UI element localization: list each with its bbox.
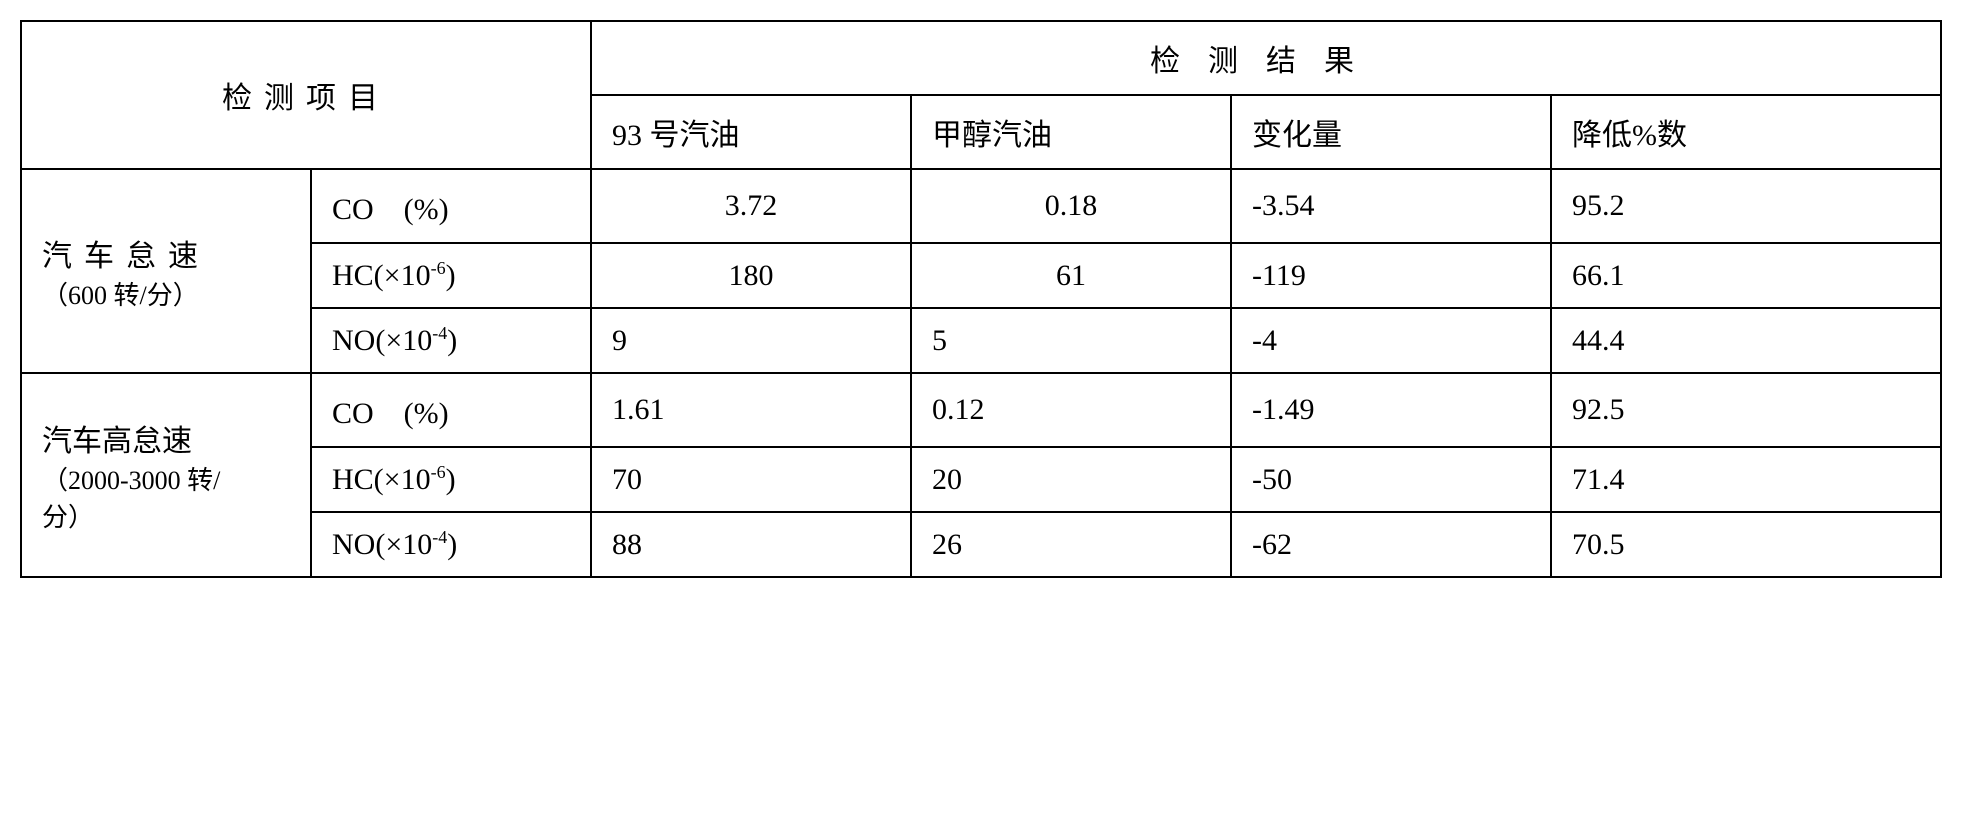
cell-value: 71.4 [1551, 447, 1941, 512]
condition-high-idle: 汽车高怠速 （2000-3000 转/ 分） [21, 373, 311, 577]
condition-high-idle-sub-b: 分） [42, 497, 290, 534]
metric-co: CO (%) [311, 373, 591, 447]
metric-no: NO(×10-4) [311, 512, 591, 577]
metric-co: CO (%) [311, 169, 591, 243]
cell-value: -3.54 [1231, 169, 1551, 243]
cell-value: 70 [591, 447, 911, 512]
cell-value: 9 [591, 308, 911, 373]
cell-value: -4 [1231, 308, 1551, 373]
condition-idle: 汽车怠速 （600 转/分） [21, 169, 311, 373]
cell-value: 44.4 [1551, 308, 1941, 373]
cell-value: -119 [1231, 243, 1551, 308]
header-test-results: 检测结果 [591, 21, 1941, 95]
col-change: 变化量 [1231, 95, 1551, 169]
cell-value: 0.12 [911, 373, 1231, 447]
cell-value: -1.49 [1231, 373, 1551, 447]
cell-value: -62 [1231, 512, 1551, 577]
cell-value: 180 [591, 243, 911, 308]
col-methanol-gasoline: 甲醇汽油 [911, 95, 1231, 169]
cell-value: 95.2 [1551, 169, 1941, 243]
cell-value: 26 [911, 512, 1231, 577]
table-row: 汽车怠速 （600 转/分） CO (%) 3.72 0.18 -3.54 95… [21, 169, 1941, 243]
cell-value: 5 [911, 308, 1231, 373]
cell-value: 3.72 [591, 169, 911, 243]
hc-prefix: HC(×10 [332, 463, 431, 496]
header-row-1: 检测项目 检测结果 [21, 21, 1941, 95]
col-reduce-percent: 降低%数 [1551, 95, 1941, 169]
condition-idle-main: 汽车怠速 [42, 231, 290, 275]
no-prefix: NO(×10 [332, 324, 432, 357]
cell-value: 66.1 [1551, 243, 1941, 308]
cell-value: 61 [911, 243, 1231, 308]
no-suffix: ) [447, 324, 457, 357]
no-exp: -4 [432, 527, 447, 547]
metric-hc: HC(×10-6) [311, 447, 591, 512]
cell-value: -50 [1231, 447, 1551, 512]
metric-hc: HC(×10-6) [311, 243, 591, 308]
condition-idle-sub: （600 转/分） [42, 275, 290, 312]
cell-value: 0.18 [911, 169, 1231, 243]
condition-high-idle-sub-a: （2000-3000 转/ [42, 460, 290, 497]
hc-exp: -6 [431, 258, 446, 278]
no-prefix: NO(×10 [332, 528, 432, 561]
metric-no: NO(×10-4) [311, 308, 591, 373]
cell-value: 92.5 [1551, 373, 1941, 447]
table-row: 汽车高怠速 （2000-3000 转/ 分） CO (%) 1.61 0.12 … [21, 373, 1941, 447]
hc-suffix: ) [446, 463, 456, 496]
col-93-gasoline: 93 号汽油 [591, 95, 911, 169]
emissions-table: 检测项目 检测结果 93 号汽油 甲醇汽油 变化量 降低%数 汽车怠速 （600… [20, 20, 1942, 578]
cell-value: 88 [591, 512, 911, 577]
condition-high-idle-main: 汽车高怠速 [42, 416, 290, 460]
header-test-item: 检测项目 [21, 21, 591, 169]
hc-exp: -6 [431, 462, 446, 482]
cell-value: 20 [911, 447, 1231, 512]
cell-value: 70.5 [1551, 512, 1941, 577]
no-suffix: ) [447, 528, 457, 561]
hc-prefix: HC(×10 [332, 259, 431, 292]
cell-value: 1.61 [591, 373, 911, 447]
no-exp: -4 [432, 323, 447, 343]
hc-suffix: ) [446, 259, 456, 292]
